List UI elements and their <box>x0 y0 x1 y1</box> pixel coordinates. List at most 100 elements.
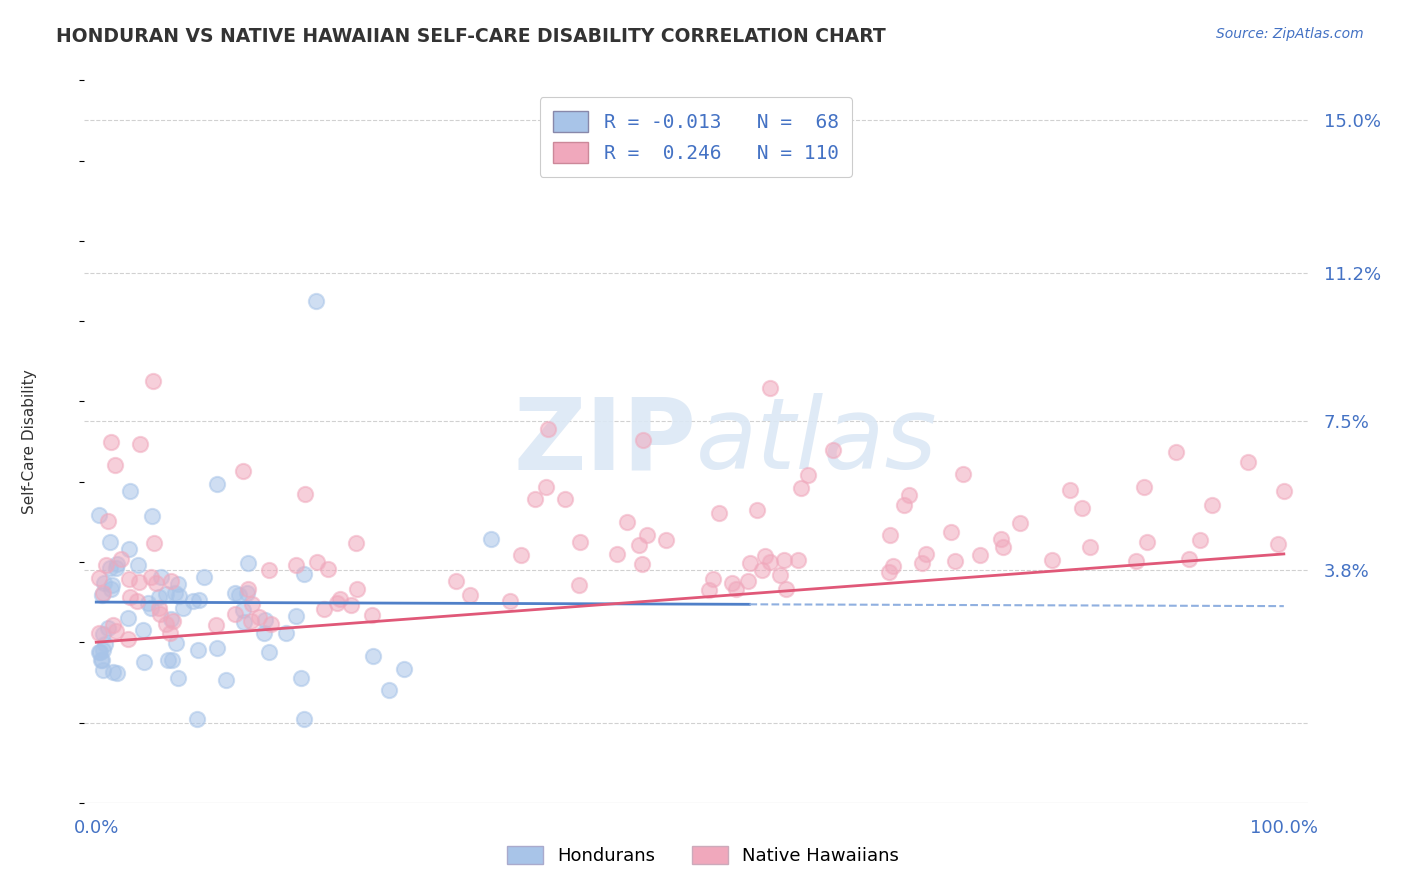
Point <box>139 569 162 583</box>
Point <box>232 464 254 478</box>
Point <box>141 508 163 523</box>
Point <box>93 586 115 600</box>
Point <box>294 487 316 501</box>
Point <box>499 594 522 608</box>
Point <box>721 575 744 590</box>
Point <box>1189 533 1212 548</box>
Point <box>797 467 820 482</box>
Point <box>326 597 349 611</box>
Point <box>1237 455 1260 469</box>
Point <box>162 653 184 667</box>
Point <box>118 484 141 499</box>
Point <box>87 508 110 523</box>
Point <box>1267 536 1289 550</box>
Point <box>254 613 277 627</box>
Point <box>160 612 183 626</box>
Point <box>214 673 236 688</box>
Point <box>1059 483 1081 497</box>
Point <box>228 588 250 602</box>
Point <box>524 491 547 506</box>
Point <box>90 653 112 667</box>
Point <box>91 663 114 677</box>
Point <box>148 590 170 604</box>
Point <box>87 626 110 640</box>
Point <box>787 552 810 566</box>
Point <box>167 590 190 604</box>
Point <box>117 611 139 625</box>
Point <box>879 565 901 579</box>
Point <box>1040 553 1063 567</box>
Point <box>87 645 110 659</box>
Text: atlas: atlas <box>696 393 938 490</box>
Point <box>93 637 115 651</box>
Point <box>882 558 904 573</box>
Point <box>172 601 194 615</box>
Point <box>879 528 901 542</box>
Point <box>128 575 150 590</box>
Point <box>94 558 117 573</box>
Point <box>329 591 352 606</box>
Point <box>702 572 724 586</box>
Point <box>481 533 503 547</box>
Point <box>1201 498 1223 512</box>
Point <box>104 624 127 639</box>
Point <box>893 498 915 512</box>
Point <box>160 574 183 589</box>
Point <box>155 617 177 632</box>
Point <box>120 590 142 604</box>
Point <box>236 582 259 597</box>
Point <box>239 614 262 628</box>
Text: ZIP: ZIP <box>513 393 696 490</box>
Point <box>305 293 328 308</box>
Point <box>991 540 1014 554</box>
Point <box>247 610 270 624</box>
Point <box>568 578 591 592</box>
Point <box>240 597 263 611</box>
Point <box>155 587 177 601</box>
Point <box>554 491 576 506</box>
Point <box>943 554 966 568</box>
Point <box>1078 540 1101 554</box>
Point <box>1136 535 1159 549</box>
Point <box>100 434 122 449</box>
Point <box>98 560 121 574</box>
Legend: R = -0.013   N =  68, R =  0.246   N = 110: R = -0.013 N = 68, R = 0.246 N = 110 <box>540 97 852 177</box>
Point <box>1178 552 1201 566</box>
Point <box>754 549 776 563</box>
Point <box>768 568 790 582</box>
Point <box>655 533 678 547</box>
Point <box>392 662 415 676</box>
Point <box>89 644 111 658</box>
Point <box>633 434 655 448</box>
Point <box>990 533 1012 547</box>
Point <box>1272 483 1295 498</box>
Point <box>117 632 139 647</box>
Point <box>157 653 180 667</box>
Point <box>205 476 228 491</box>
Point <box>1132 480 1154 494</box>
Point <box>87 571 110 585</box>
Point <box>232 603 254 617</box>
Point <box>292 566 315 581</box>
Point <box>166 576 188 591</box>
Point <box>458 589 481 603</box>
Point <box>236 586 259 600</box>
Point <box>205 641 228 656</box>
Point <box>149 570 172 584</box>
Point <box>339 598 361 612</box>
Point <box>129 437 152 451</box>
Point <box>149 607 172 621</box>
Text: Source: ZipAtlas.com: Source: ZipAtlas.com <box>1216 27 1364 41</box>
Point <box>939 525 962 540</box>
Point <box>636 527 658 541</box>
Point <box>163 586 186 600</box>
Point <box>630 558 652 572</box>
Point <box>1010 516 1032 530</box>
Point <box>139 601 162 615</box>
Point <box>110 552 132 566</box>
Point <box>134 656 156 670</box>
Point <box>290 671 312 685</box>
Point <box>98 534 121 549</box>
Point <box>737 574 759 588</box>
Point <box>93 576 115 591</box>
